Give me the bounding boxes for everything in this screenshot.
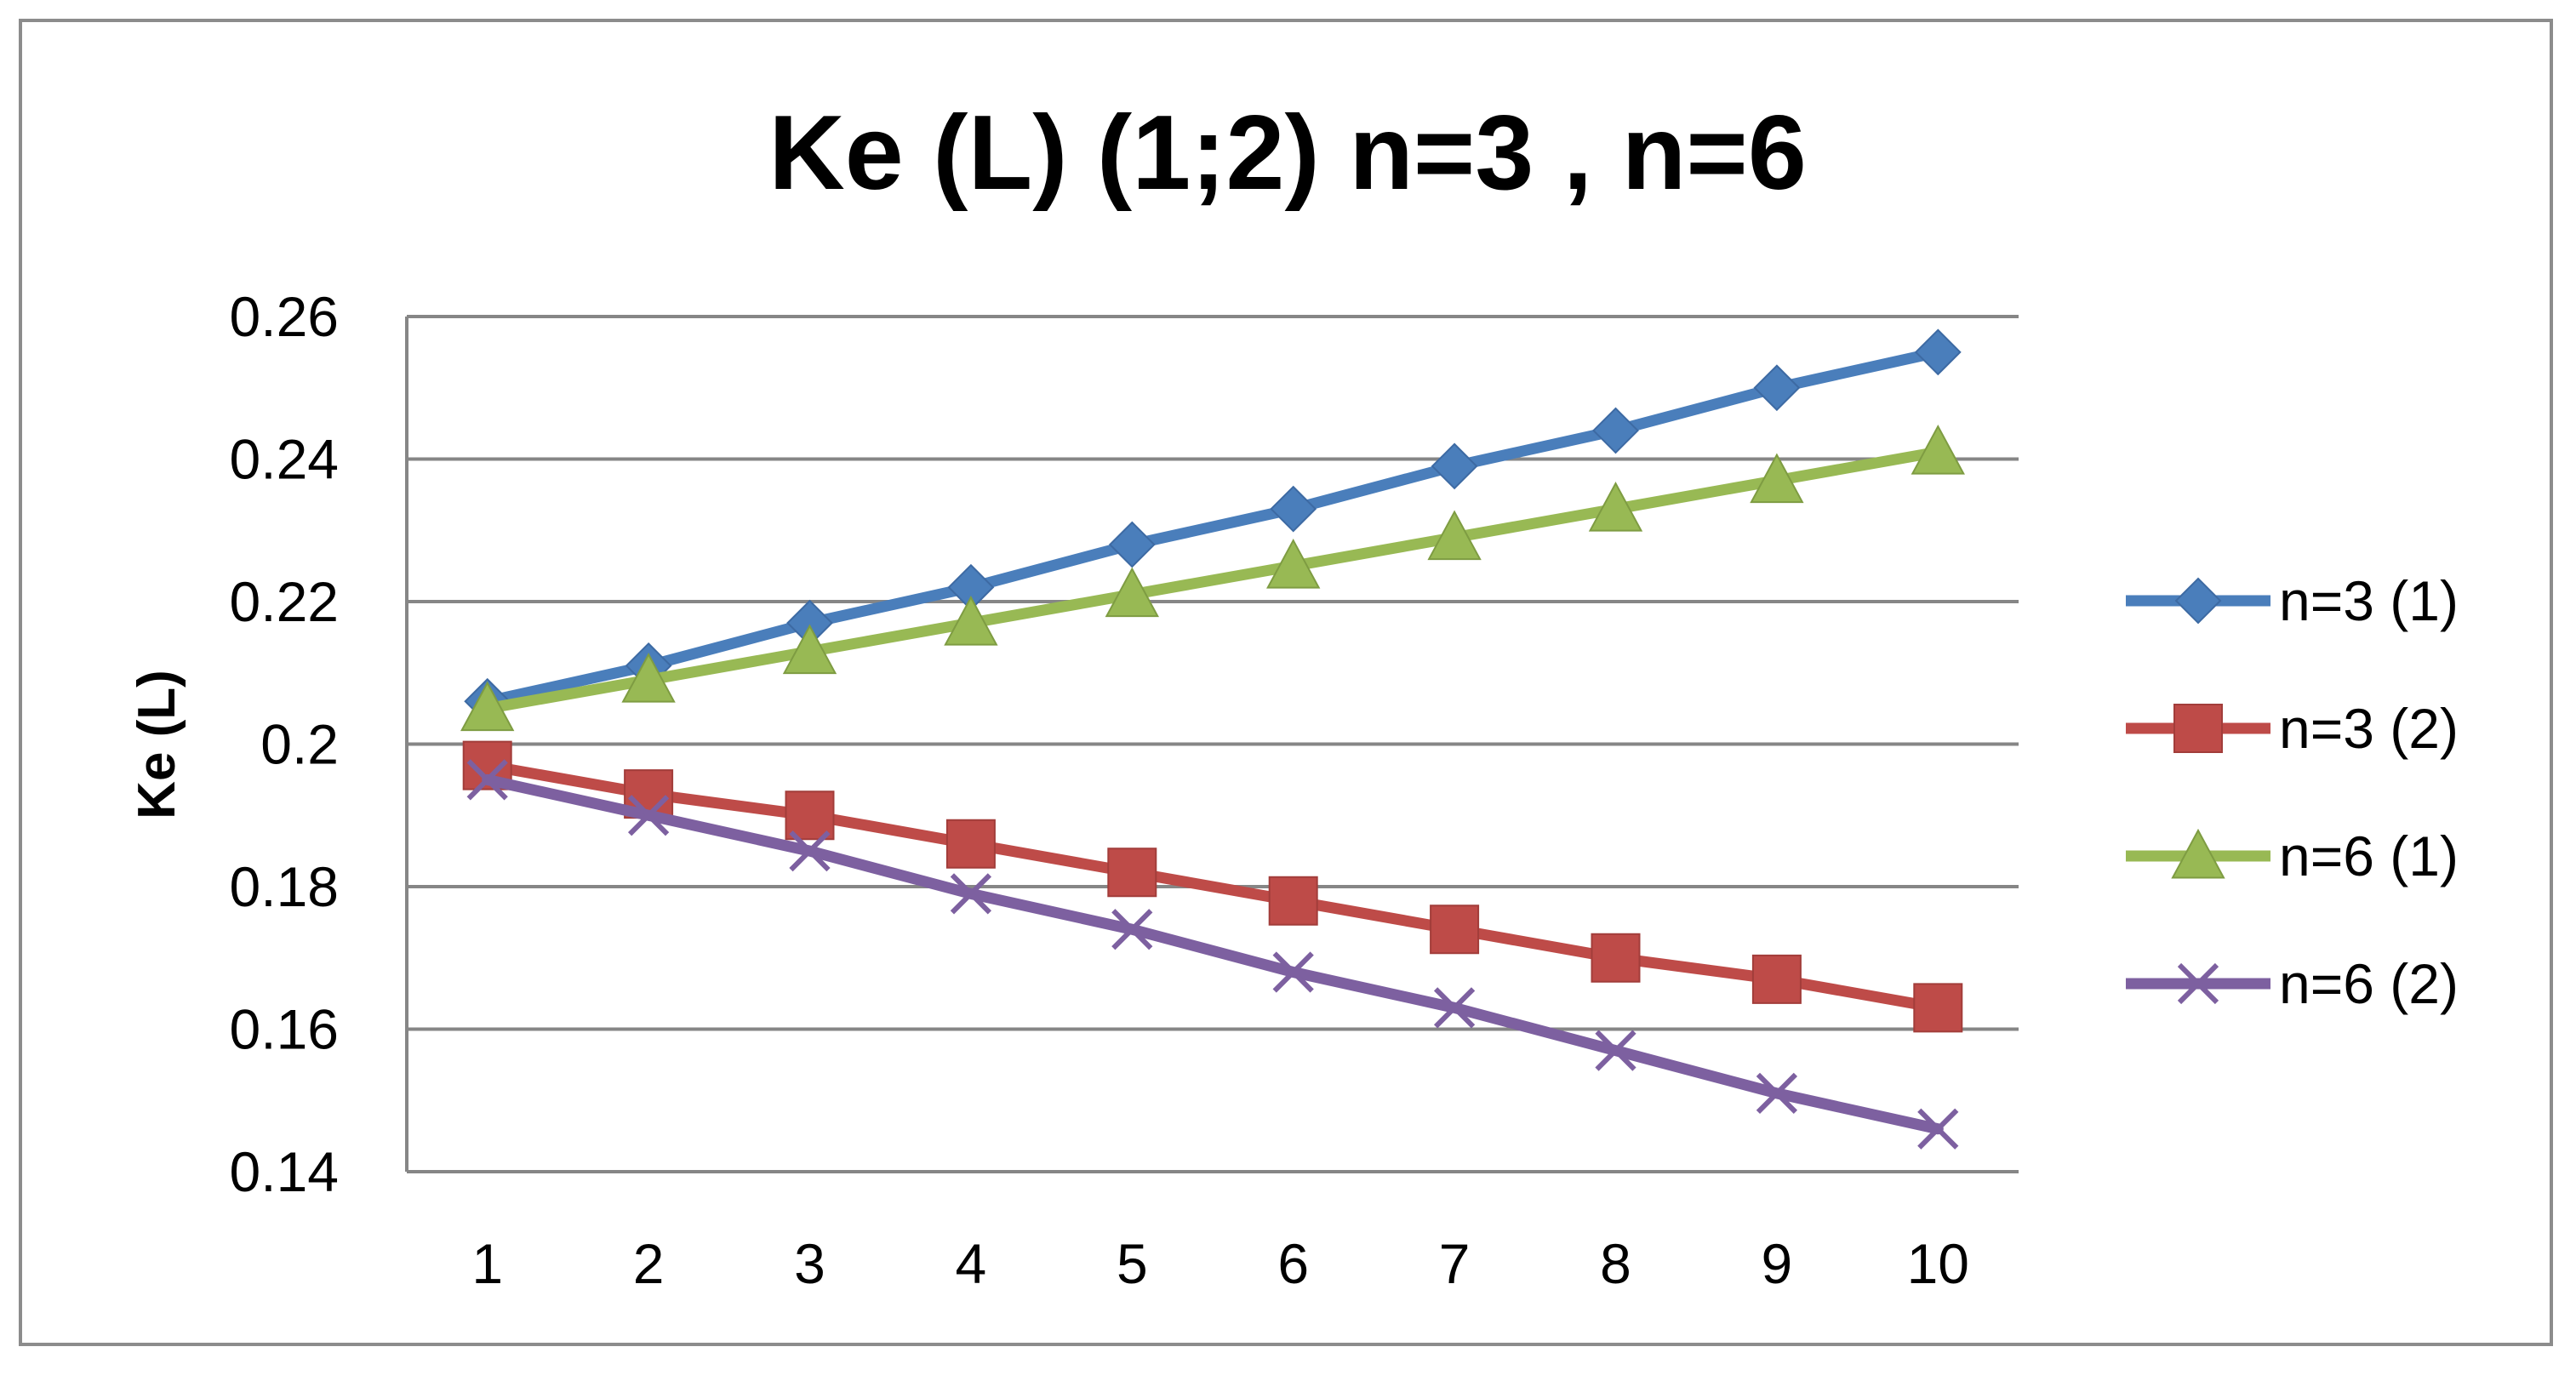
data-point <box>782 624 837 675</box>
data-point <box>1595 1030 1636 1071</box>
data-point <box>1108 521 1156 568</box>
x-tick-label: 3 <box>794 1232 825 1295</box>
series-1 <box>464 328 1962 725</box>
y-tick-label: 0.26 <box>230 285 339 348</box>
series-3 <box>460 425 1965 732</box>
series-line <box>482 346 1944 707</box>
data-point <box>1430 904 1480 955</box>
legend-item: n=3 (1) <box>2126 569 2459 632</box>
y-tick-labels: 0.14 0.16 0.18 0.2 0.22 0.24 0.26 <box>230 285 339 1203</box>
legend-marker <box>2177 962 2219 1005</box>
data-point <box>1431 442 1478 490</box>
legend-label: n=6 (2) <box>2279 952 2459 1015</box>
y-tick-label: 0.2 <box>260 713 339 776</box>
x-tick-label: 5 <box>1117 1232 1148 1295</box>
data-point <box>789 830 831 872</box>
legend-label: n=3 (1) <box>2279 569 2459 632</box>
data-point <box>1268 876 1318 926</box>
y-tick-label: 0.22 <box>230 570 339 633</box>
series-lines <box>460 328 1965 1150</box>
x-tick-labels: 1 2 3 4 5 6 7 8 9 10 <box>471 1232 1969 1295</box>
x-tick-label: 2 <box>633 1232 665 1295</box>
data-point <box>1107 847 1157 898</box>
gridlines <box>405 315 2019 1173</box>
legend-item: n=6 (2) <box>2126 952 2459 1015</box>
legend-label: n=3 (2) <box>2279 697 2459 760</box>
data-point <box>1272 951 1314 993</box>
x-tick-label: 9 <box>1762 1232 1793 1295</box>
chart-frame <box>19 19 2553 1346</box>
data-point <box>1913 983 1963 1033</box>
legend-label: n=6 (1) <box>2279 825 2459 887</box>
data-point <box>1911 425 1965 475</box>
data-point <box>1750 453 1804 504</box>
data-point <box>1266 539 1321 589</box>
data-point <box>1917 1108 1959 1150</box>
data-point <box>466 759 508 801</box>
data-point <box>785 790 835 841</box>
legend-item: n=3 (2) <box>2126 697 2459 760</box>
x-tick-label: 1 <box>471 1232 503 1295</box>
data-point <box>950 873 992 915</box>
y-tick-label: 0.18 <box>230 855 339 918</box>
x-tick-label: 8 <box>1600 1232 1631 1295</box>
data-point <box>1427 510 1482 561</box>
data-point <box>1105 567 1159 618</box>
data-point <box>1270 485 1317 533</box>
legend-item: n=6 (1) <box>2126 825 2459 887</box>
legend: n=3 (1) n=3 (2) n=6 (1) n=6 (2) <box>2126 569 2459 1015</box>
data-point <box>945 819 996 869</box>
legend-marker <box>2173 704 2223 753</box>
data-point <box>1914 328 1962 376</box>
data-point <box>1756 1072 1798 1115</box>
x-tick-label: 6 <box>1277 1232 1309 1295</box>
series-4 <box>466 759 1959 1150</box>
data-point <box>460 681 515 732</box>
y-tick-label: 0.16 <box>230 998 339 1061</box>
y-tick-label: 0.24 <box>230 428 339 491</box>
data-point <box>1753 364 1801 412</box>
chart-title: Ke (L) (1;2) n=3 , n=6 <box>768 94 1807 212</box>
y-axis-label: Ke (L) <box>128 670 186 819</box>
legend-marker <box>2174 577 2222 625</box>
x-tick-label: 10 <box>1907 1232 1969 1295</box>
series-line <box>482 446 1944 715</box>
series-line <box>482 760 1944 1013</box>
data-point <box>1751 954 1802 1004</box>
x-tick-label: 7 <box>1439 1232 1471 1295</box>
series-line <box>482 773 1944 1135</box>
data-point <box>1111 909 1153 950</box>
data-point <box>1588 482 1643 532</box>
data-point <box>1592 407 1639 454</box>
data-point <box>627 795 670 836</box>
data-point <box>621 653 676 703</box>
data-point <box>1591 933 1641 983</box>
data-point <box>944 596 998 646</box>
x-tick-label: 4 <box>956 1232 987 1295</box>
data-point <box>1433 987 1476 1029</box>
legend-marker <box>2171 828 2225 879</box>
y-tick-label: 0.14 <box>230 1140 339 1203</box>
